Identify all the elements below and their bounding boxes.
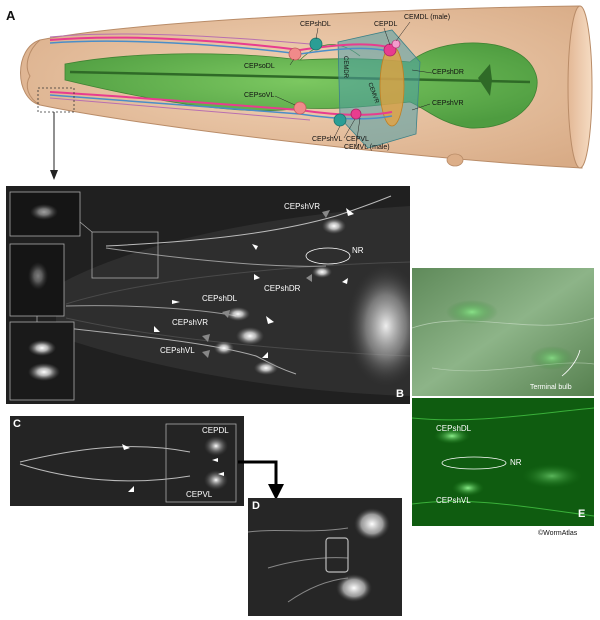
c-arrow-markers (122, 444, 224, 492)
panel-letter-e: E (578, 508, 586, 520)
panel-letter-b: B (396, 388, 404, 400)
panel-d-image (248, 508, 390, 603)
panel-b-image (9, 191, 410, 401)
cepsodl-cell (288, 47, 302, 61)
connector-arrow (238, 460, 284, 500)
label-cepshdl: CEPshDL (300, 21, 331, 28)
body-cut-end (567, 5, 593, 169)
cepshvl-cell (333, 113, 347, 127)
label-e-terminal-bulb: Terminal bulb (530, 384, 572, 391)
label-e-nr: NR (510, 458, 522, 467)
worm-head-diagram (20, 5, 593, 180)
nerve-ring-outline (305, 247, 351, 265)
label-cepsodl: CEPsoDL (244, 63, 275, 70)
label-cepshdr: CEPshDR (432, 69, 464, 76)
label-b-cepshvr: CEPshVR (172, 318, 209, 327)
label-cepshvr: CEPshVR (432, 100, 464, 107)
label-c-cepdl: CEPDL (202, 426, 229, 435)
cemdl-cell (391, 39, 401, 49)
label-cepdl: CEPDL (374, 21, 398, 28)
zoom-box-b (91, 231, 159, 279)
label-b-cepshvl: CEPshVL (160, 346, 195, 355)
label-e-cepshvl: CEPshVL (436, 496, 471, 505)
label-cemvl: CEMVL (male) (344, 144, 390, 151)
zoom-region-box (37, 87, 75, 113)
label-b-cepshdr: CEPshDR (264, 284, 301, 293)
zoom-box-c (165, 423, 237, 503)
panel-letter-c: C (13, 418, 21, 430)
label-cemdl: CEMDL (male) (404, 14, 451, 21)
label-cepsovl: CEPsoVL (244, 92, 275, 99)
panel-e-image (412, 268, 594, 526)
panel-d-micrograph: D (248, 498, 402, 616)
arrow-markers (154, 208, 354, 358)
panel-c-micrograph: C CEPDL CEPVL (10, 416, 244, 506)
inset-bottom (9, 321, 75, 401)
cepshdl-cell (309, 37, 323, 51)
label-b-nr: NR (352, 246, 364, 255)
triangle-pointers (202, 210, 330, 358)
panel-letter-a: A (6, 8, 16, 23)
cepsovl-cell (293, 101, 307, 115)
panel-e-micrograph: Terminal bulb CEPshDL NR CEPshVL E (412, 268, 594, 526)
label-b-cepshdl: CEPshDL (202, 294, 238, 303)
panel-letter-d: D (252, 500, 260, 512)
panel-c-image (19, 423, 237, 503)
credit-text: ©WormAtlas (538, 530, 578, 537)
label-cepvl: CEPVL (346, 136, 369, 143)
panel-b-micrograph: CEPshVR NR CEPshDR CEPshDL CEPshVR CEPsh… (6, 186, 410, 404)
cepvl-cell (350, 108, 362, 120)
label-cepshvl: CEPshVL (312, 136, 343, 143)
cep-dorsal-processes (49, 36, 393, 52)
label-cemdr: CEMDR (342, 56, 348, 78)
label-b-cepshvr-top: CEPshVR (284, 202, 321, 211)
label-e-cepshdl: CEPshDL (436, 424, 472, 433)
nr-outline-e (441, 456, 507, 470)
cep-ventral-processes (49, 91, 393, 116)
label-c-cepvl: CEPVL (186, 490, 213, 499)
panel-a-schematic: A (0, 0, 600, 182)
